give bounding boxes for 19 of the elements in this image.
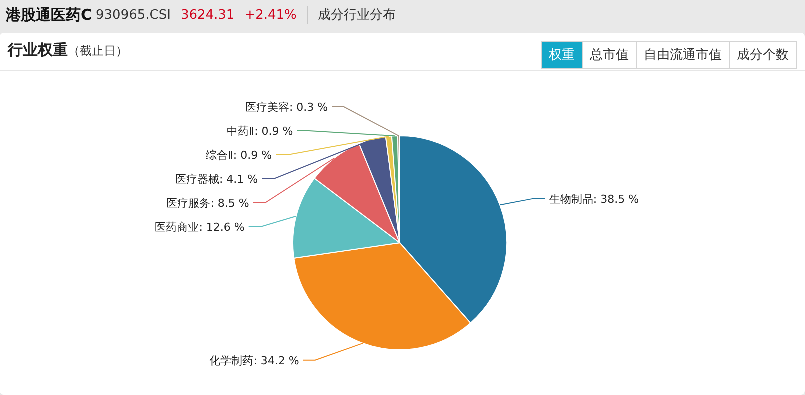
slice-label: 生物制品: 38.5 % xyxy=(549,192,640,206)
chart-subtitle: 行业权重 xyxy=(8,41,68,60)
slice-label: 综合Ⅱ: 0.9 % xyxy=(206,149,272,162)
slice-label: 医疗美容: 0.3 % xyxy=(245,101,328,114)
text: 成分行业分布 xyxy=(306,6,396,24)
text: 成分个数 xyxy=(729,41,797,69)
text: 自由流通市值 xyxy=(636,41,730,69)
text: +2.41% xyxy=(244,8,297,22)
chart-title: 港股通医药C xyxy=(6,6,92,24)
slice-label: 中药Ⅱ: 0.9 % xyxy=(227,125,294,138)
text: （截止日） xyxy=(68,43,128,60)
slice-label: 医疗服务: 8.5 % xyxy=(166,197,250,210)
slice-label: 化学制药: 34.2 % xyxy=(210,354,300,368)
text: 930965.CSI xyxy=(96,8,171,22)
slice-label: 医疗器械: 4.1 % xyxy=(175,173,258,186)
text: 3624.31 xyxy=(180,8,235,22)
slice-label: 医药商业: 12.6 % xyxy=(155,221,245,234)
text: 权重 xyxy=(541,41,583,69)
text: 总市值 xyxy=(582,41,637,69)
